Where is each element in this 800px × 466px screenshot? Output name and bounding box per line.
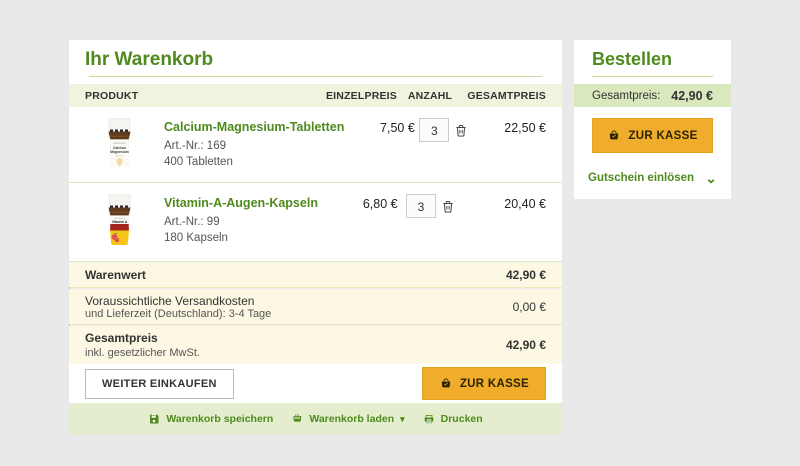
svg-text:Magnesium: Magnesium xyxy=(110,150,129,154)
svg-text:Vitamin A: Vitamin A xyxy=(112,220,128,224)
